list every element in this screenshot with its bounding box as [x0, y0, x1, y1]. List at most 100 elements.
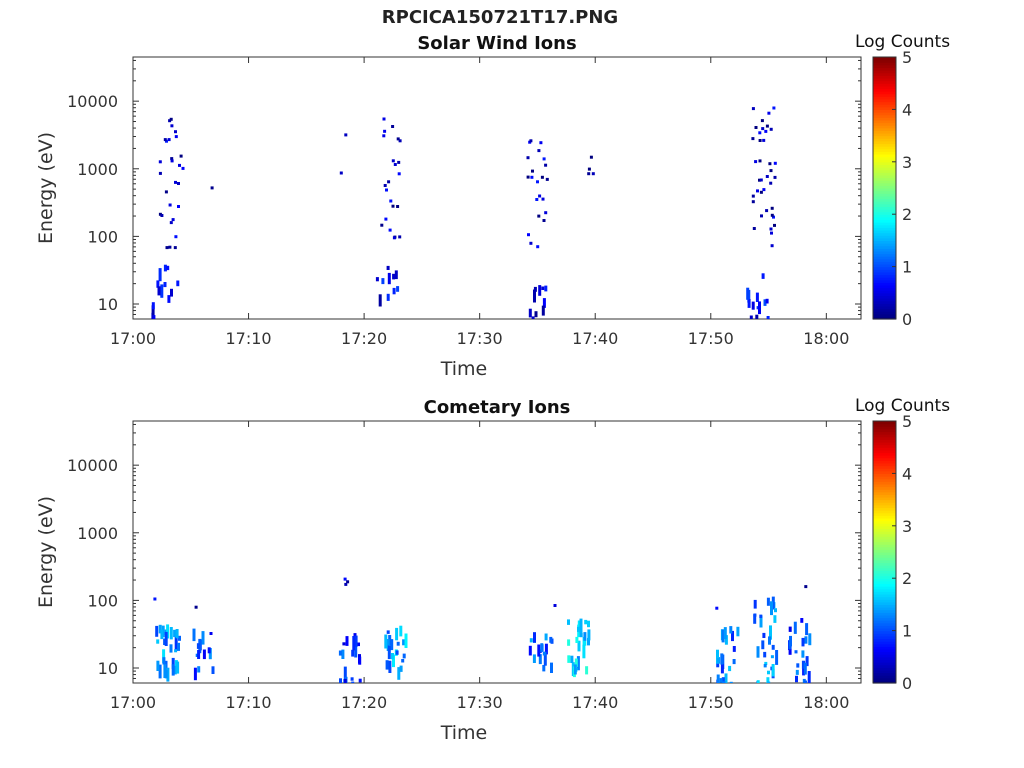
panel-1-colorbar-step [873, 222, 896, 226]
panel-2-cell [788, 626, 792, 632]
panel-2-colorbar-step [873, 434, 896, 438]
panel-2-cell [207, 647, 211, 654]
panel-2-cell [197, 650, 201, 659]
panel-2-cell [729, 626, 733, 634]
panel-2-cell [358, 678, 362, 683]
panel-2-colorbar-step [873, 426, 896, 430]
panel-2-colorbar-step [873, 496, 896, 501]
panel-1-cell [531, 316, 535, 319]
panel-1-colorbar-step [873, 245, 896, 249]
panel-2-cell [402, 639, 406, 646]
panel-1-colorbar-step [873, 159, 896, 163]
panel-1-cell [765, 175, 769, 178]
panel-2-cell [528, 645, 532, 656]
panel-2-cell [788, 646, 792, 655]
panel-1-cell [539, 141, 543, 145]
panel-2-cell [386, 630, 390, 634]
panel-2-cell [174, 636, 178, 651]
panel-1-x-tick-label: 17:50 [688, 329, 734, 348]
panel-1-colorbar-step [873, 256, 896, 260]
panel-2-cell [716, 674, 720, 683]
panel-1-cell [160, 214, 164, 217]
panel-1-cell [396, 286, 400, 292]
panel-2-cell [721, 677, 725, 683]
panel-1-colorbar-step [873, 109, 896, 113]
panel-2-cell [392, 654, 395, 668]
panel-1-colorbar-step [873, 59, 896, 63]
panel-2-cell [577, 640, 581, 652]
panel-1-cell [392, 287, 396, 295]
panel-1-cell [538, 194, 542, 198]
panel-2-cell [767, 670, 770, 675]
panel-2-colorbar-step [873, 557, 896, 561]
panel-2-cell [194, 605, 198, 609]
panel-2-x-tick-label: 17:00 [110, 693, 156, 712]
panel-2-colorbar-step [873, 536, 896, 540]
panel-2-colorbar-step [873, 565, 896, 569]
panel-2-cell [351, 681, 355, 683]
panel-1-cell [752, 227, 756, 230]
panel-1-colorbar-step [873, 216, 896, 221]
panel-2-x-tick-label: 17:10 [226, 693, 272, 712]
panel-2-cell [753, 613, 757, 617]
panel-1-cell [533, 289, 536, 303]
panel-2-cell [386, 639, 390, 651]
panel-1-cell [763, 299, 767, 306]
panel-1-colorbar-step [873, 206, 896, 210]
panel-2-cell [774, 608, 777, 613]
panel-1-cell [589, 155, 593, 159]
panel-1-cell [174, 130, 177, 134]
panel-2-cell [388, 660, 392, 673]
panel-2-cell [728, 665, 732, 672]
panel-2-colorbar-step [873, 617, 896, 621]
panel-1-cell [769, 227, 773, 231]
panel-1-cell [393, 163, 397, 166]
panel-1-cell [151, 302, 155, 310]
panel-2-cell [805, 656, 809, 667]
panel-1-cell [170, 157, 174, 161]
panel-1-cell [529, 241, 533, 245]
panel-2-cell [164, 631, 168, 646]
panel-1-cell [344, 133, 348, 137]
panel-2-colorbar-step [873, 460, 896, 464]
panel-2-colorbar-step [873, 554, 896, 558]
panel-2-cell [577, 620, 581, 632]
panel-2-colorbar-step [873, 491, 896, 495]
panel-2-cell [753, 614, 757, 624]
panel-2-cell [162, 657, 166, 665]
panel-2-colorbar-step [873, 575, 896, 579]
panel-2-colorbar-tick-label: 0 [902, 674, 912, 693]
panel-2-cell [719, 678, 723, 683]
panel-2-cell [764, 661, 768, 665]
panel-2-cell [202, 649, 206, 660]
panel-2-cell [169, 627, 173, 640]
panel-1-cell [772, 106, 776, 110]
panel-2-cell [587, 629, 591, 641]
panel-1-colorbar-step [873, 237, 896, 241]
panel-1-colorbar-step [873, 305, 896, 310]
panel-2-cell [583, 632, 587, 641]
panel-2-colorbar-step [873, 502, 896, 506]
panel-1-colorbar-step [873, 119, 896, 124]
panel-1-cell [773, 161, 777, 165]
panel-1-cell [168, 203, 172, 207]
panel-1-colorbar-step [873, 177, 896, 181]
panel-2-colorbar-tick-label: 1 [902, 622, 912, 641]
panel-1-cell [758, 139, 762, 142]
panel-1-colorbar-step [873, 303, 896, 307]
panel-2-colorbar-step [873, 588, 896, 592]
panel-1-cell [526, 175, 530, 179]
panel-1-colorbar-step [873, 214, 896, 218]
panel-2-cell [724, 635, 728, 645]
panel-2-cell [193, 667, 197, 681]
panel-1-cell [759, 190, 763, 194]
panel-1-colorbar-step [873, 98, 896, 103]
panel-2-colorbar-step [873, 525, 896, 530]
panel-1-colorbar-step [873, 298, 896, 302]
panel-1-colorbar-step [873, 282, 896, 286]
panel-1-cell [174, 180, 177, 184]
panel-2-colorbar-step [873, 583, 896, 587]
panel-1-cell [383, 184, 387, 187]
panel-1-cell [168, 245, 172, 249]
panel-2-cell [793, 621, 797, 634]
